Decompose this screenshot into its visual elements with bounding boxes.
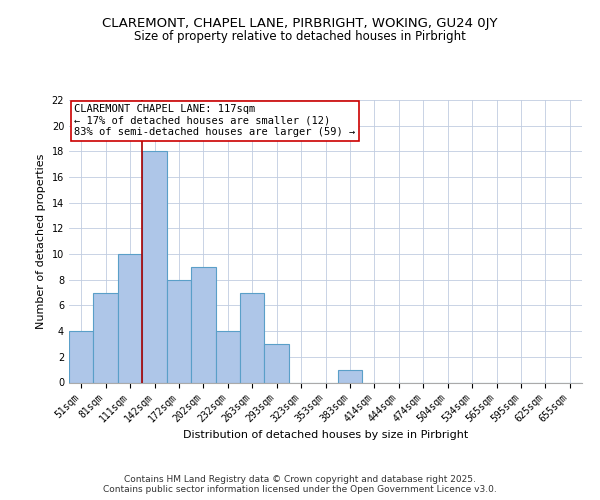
Bar: [118, 254, 142, 382]
Text: CLAREMONT CHAPEL LANE: 117sqm
← 17% of detached houses are smaller (12)
83% of s: CLAREMONT CHAPEL LANE: 117sqm ← 17% of d…: [74, 104, 355, 138]
Y-axis label: Number of detached properties: Number of detached properties: [36, 154, 46, 329]
Bar: [191, 267, 215, 382]
Text: Contains HM Land Registry data © Crown copyright and database right 2025.
Contai: Contains HM Land Registry data © Crown c…: [103, 474, 497, 494]
Bar: [240, 292, 265, 382]
Text: CLAREMONT, CHAPEL LANE, PIRBRIGHT, WOKING, GU24 0JY: CLAREMONT, CHAPEL LANE, PIRBRIGHT, WOKIN…: [102, 18, 498, 30]
X-axis label: Distribution of detached houses by size in Pirbright: Distribution of detached houses by size …: [183, 430, 468, 440]
Bar: [167, 280, 191, 382]
Bar: [142, 152, 167, 382]
Text: Size of property relative to detached houses in Pirbright: Size of property relative to detached ho…: [134, 30, 466, 43]
Bar: [338, 370, 362, 382]
Bar: [69, 331, 94, 382]
Bar: [265, 344, 289, 383]
Bar: [94, 292, 118, 382]
Bar: [215, 331, 240, 382]
